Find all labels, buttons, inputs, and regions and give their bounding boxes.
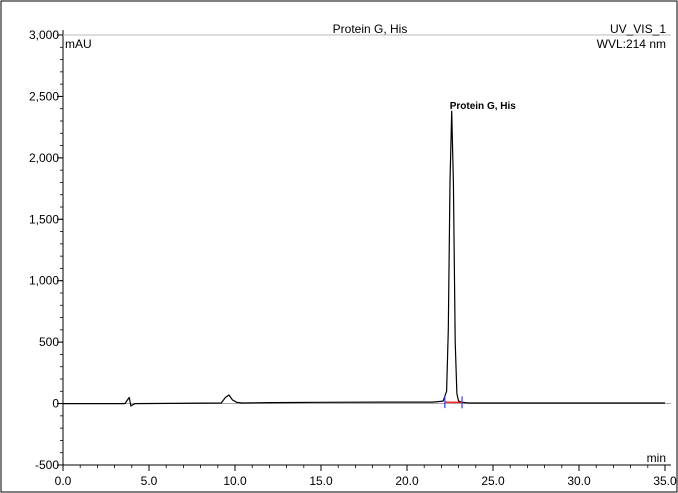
y-tick-label: 1,500 (29, 212, 59, 226)
x-tick-label: 10.0 (223, 474, 247, 488)
x-axis-unit-label: min (647, 451, 666, 465)
x-tick-label: 35.0 (653, 474, 677, 488)
x-axis: 0.0 5.0 10.0 15.0 20.0 25.0 30.0 35.0 (55, 465, 677, 488)
chart-title: Protein G, His (333, 22, 408, 36)
y-axis: -500 0 500 1,000 1,500 2,000 2,500 3,000 (29, 28, 63, 472)
y-tick-label: 500 (39, 335, 59, 349)
x-tick-label: 5.0 (141, 474, 158, 488)
y-tick-label: 2,500 (29, 89, 59, 103)
x-tick-label: 25.0 (481, 474, 505, 488)
series-layer (63, 110, 665, 407)
y-tick-label: 3,000 (29, 28, 59, 42)
x-tick-label: 15.0 (309, 474, 333, 488)
y-axis-unit-label: mAU (65, 37, 92, 51)
channel-label: UV_VIS_1 (610, 22, 666, 36)
chromatogram-trace (63, 110, 665, 407)
peak-label: Protein G, His (450, 101, 517, 112)
x-tick-label: 30.0 (567, 474, 591, 488)
y-tick-label: -500 (35, 458, 59, 472)
y-tick-label: 2,000 (29, 151, 59, 165)
y-tick-label: 0 (52, 397, 59, 411)
x-tick-label: 0.0 (55, 474, 72, 488)
y-tick-label: 1,000 (29, 274, 59, 288)
integration-markers (444, 396, 463, 409)
x-tick-label: 20.0 (395, 474, 419, 488)
wavelength-label: WVL:214 nm (597, 37, 666, 51)
